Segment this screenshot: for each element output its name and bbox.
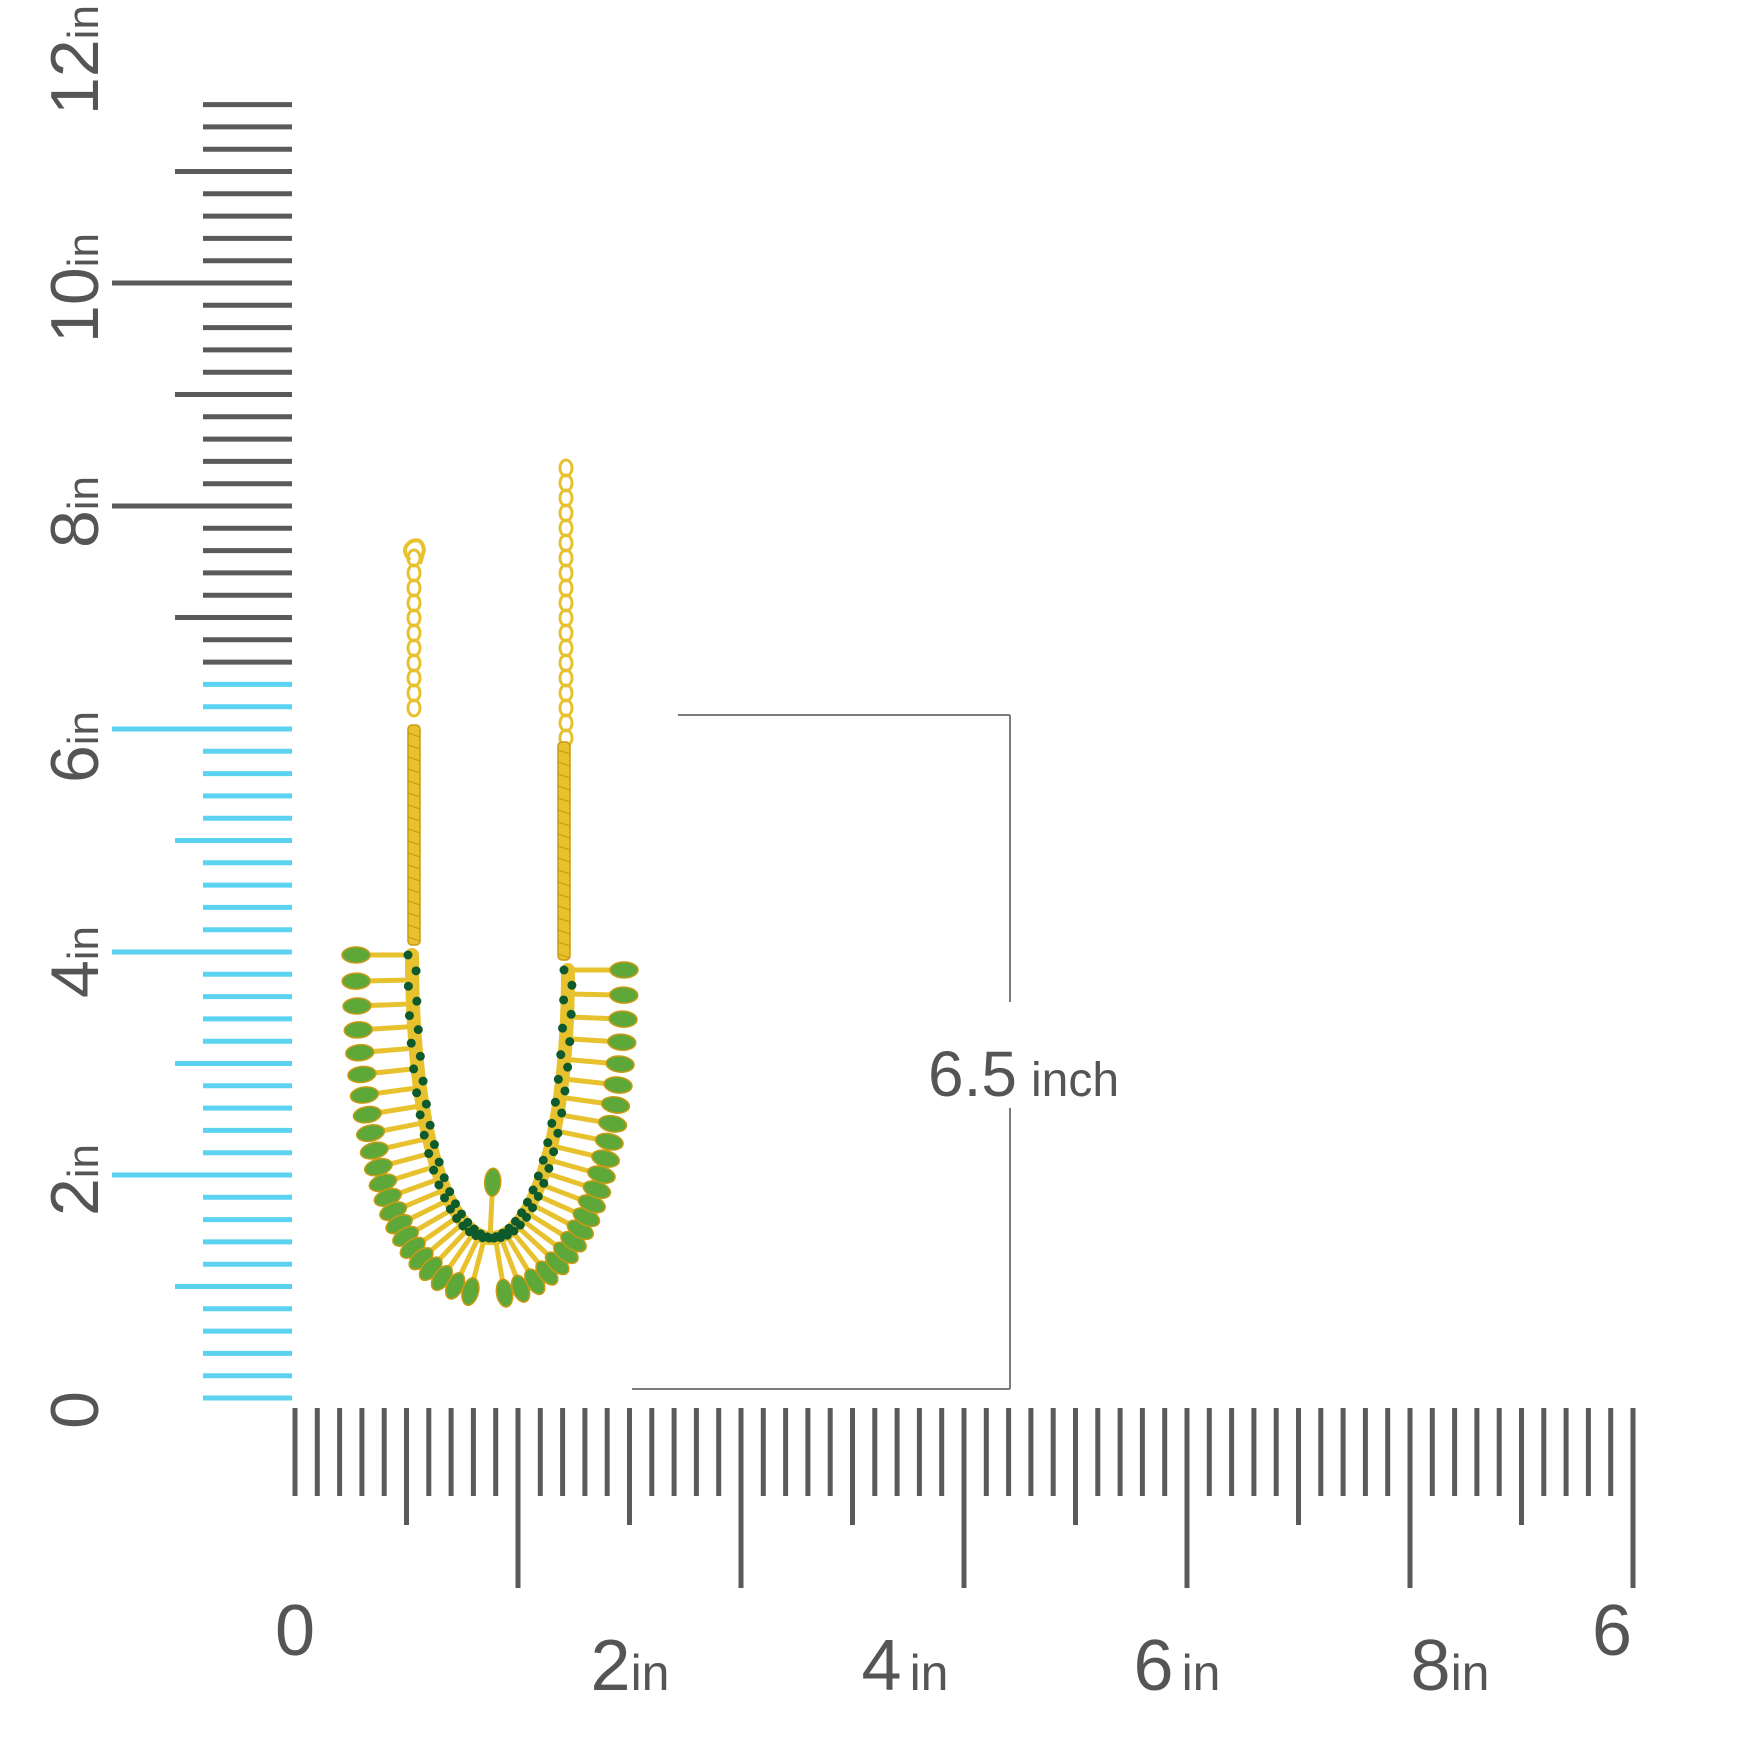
necklace-icon <box>341 458 639 1308</box>
necklace-stones <box>403 950 577 1243</box>
v-label-12: 12in <box>37 5 113 115</box>
h-label-8: 8in <box>1411 1626 1490 1706</box>
necklace-rods <box>407 724 571 961</box>
v-label-0: 0 <box>37 1391 113 1429</box>
vertical-ruler-labels: 0 2in 4in 6in 8in 10in 12in <box>37 5 113 1429</box>
v-label-4: 4in <box>37 926 113 998</box>
dimension-label: 6.5 inch <box>928 1038 1119 1110</box>
vertical-ruler <box>112 102 292 1401</box>
v-label-6: 6in <box>37 711 113 783</box>
h-label-end: 6 <box>1592 1591 1632 1671</box>
h-label-2: 2in <box>591 1626 670 1706</box>
horizontal-ruler <box>292 1408 1636 1588</box>
h-label-4: 4 in <box>862 1626 949 1706</box>
v-label-10: 10in <box>37 233 113 343</box>
h-label-0: 0 <box>275 1591 315 1671</box>
dimension-bracket <box>632 714 1011 1390</box>
horizontal-ruler-labels: 0 2in 4 in 6 in 8in 6 <box>275 1591 1632 1706</box>
v-label-2: 2in <box>37 1144 113 1216</box>
h-label-6: 6 in <box>1134 1626 1221 1706</box>
v-label-8: 8in <box>37 476 113 548</box>
necklace-leaves <box>341 946 639 1308</box>
necklace-chains <box>403 458 574 748</box>
